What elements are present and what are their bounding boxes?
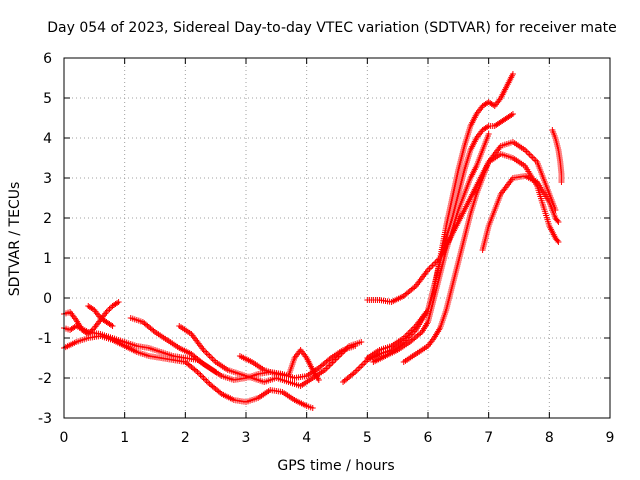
point-markers [85,303,116,329]
x-tick-label: 8 [545,430,554,446]
y-tick-label: 0 [43,291,52,307]
series-trace-g [236,347,322,383]
series-trace-d [85,303,116,329]
chart-title: Day 054 of 2023, Sidereal Day-to-day VTE… [47,20,617,36]
data-points [61,71,565,411]
series-trace-e [127,315,219,375]
point-markers [370,131,492,365]
x-tick-label: 3 [242,430,251,446]
series-trace-m [479,173,562,253]
y-tick-label: 3 [43,171,52,187]
series-trace-f [176,323,365,389]
grid-lines [64,58,610,418]
plot-frame [63,57,611,419]
y-tick-label: 1 [43,251,52,267]
y-tick-label: -3 [38,411,52,427]
x-tick-label: 7 [484,430,493,446]
y-tick-label: 2 [43,211,52,227]
y-tick-label: 5 [43,91,52,107]
point-markers [400,151,562,365]
x-tick-label: 6 [424,430,433,446]
point-markers [127,315,219,375]
x-tick-label: 4 [302,430,311,446]
point-markers [176,323,365,389]
y-tick-label: 6 [43,51,52,67]
series-trace-l [400,151,562,365]
x-tick-label: 2 [181,430,190,446]
y-tick-label: -1 [38,331,52,347]
y-tick-label: 4 [43,131,52,147]
point-markers [479,173,562,253]
x-axis-label: GPS time / hours [277,458,394,474]
x-tick-label: 5 [363,430,372,446]
point-markers [549,127,565,185]
x-tick-label: 0 [60,430,69,446]
point-markers [61,333,316,411]
series-trace-b [61,333,316,411]
point-markers [236,347,322,383]
x-tick-label: 1 [120,430,129,446]
y-axis-label: SDTVAR / TECUs [7,182,23,297]
y-tick-label: -2 [38,371,52,387]
series-trace-n [549,127,565,185]
x-tick-label: 9 [606,430,615,446]
series-trace-j [370,131,492,365]
